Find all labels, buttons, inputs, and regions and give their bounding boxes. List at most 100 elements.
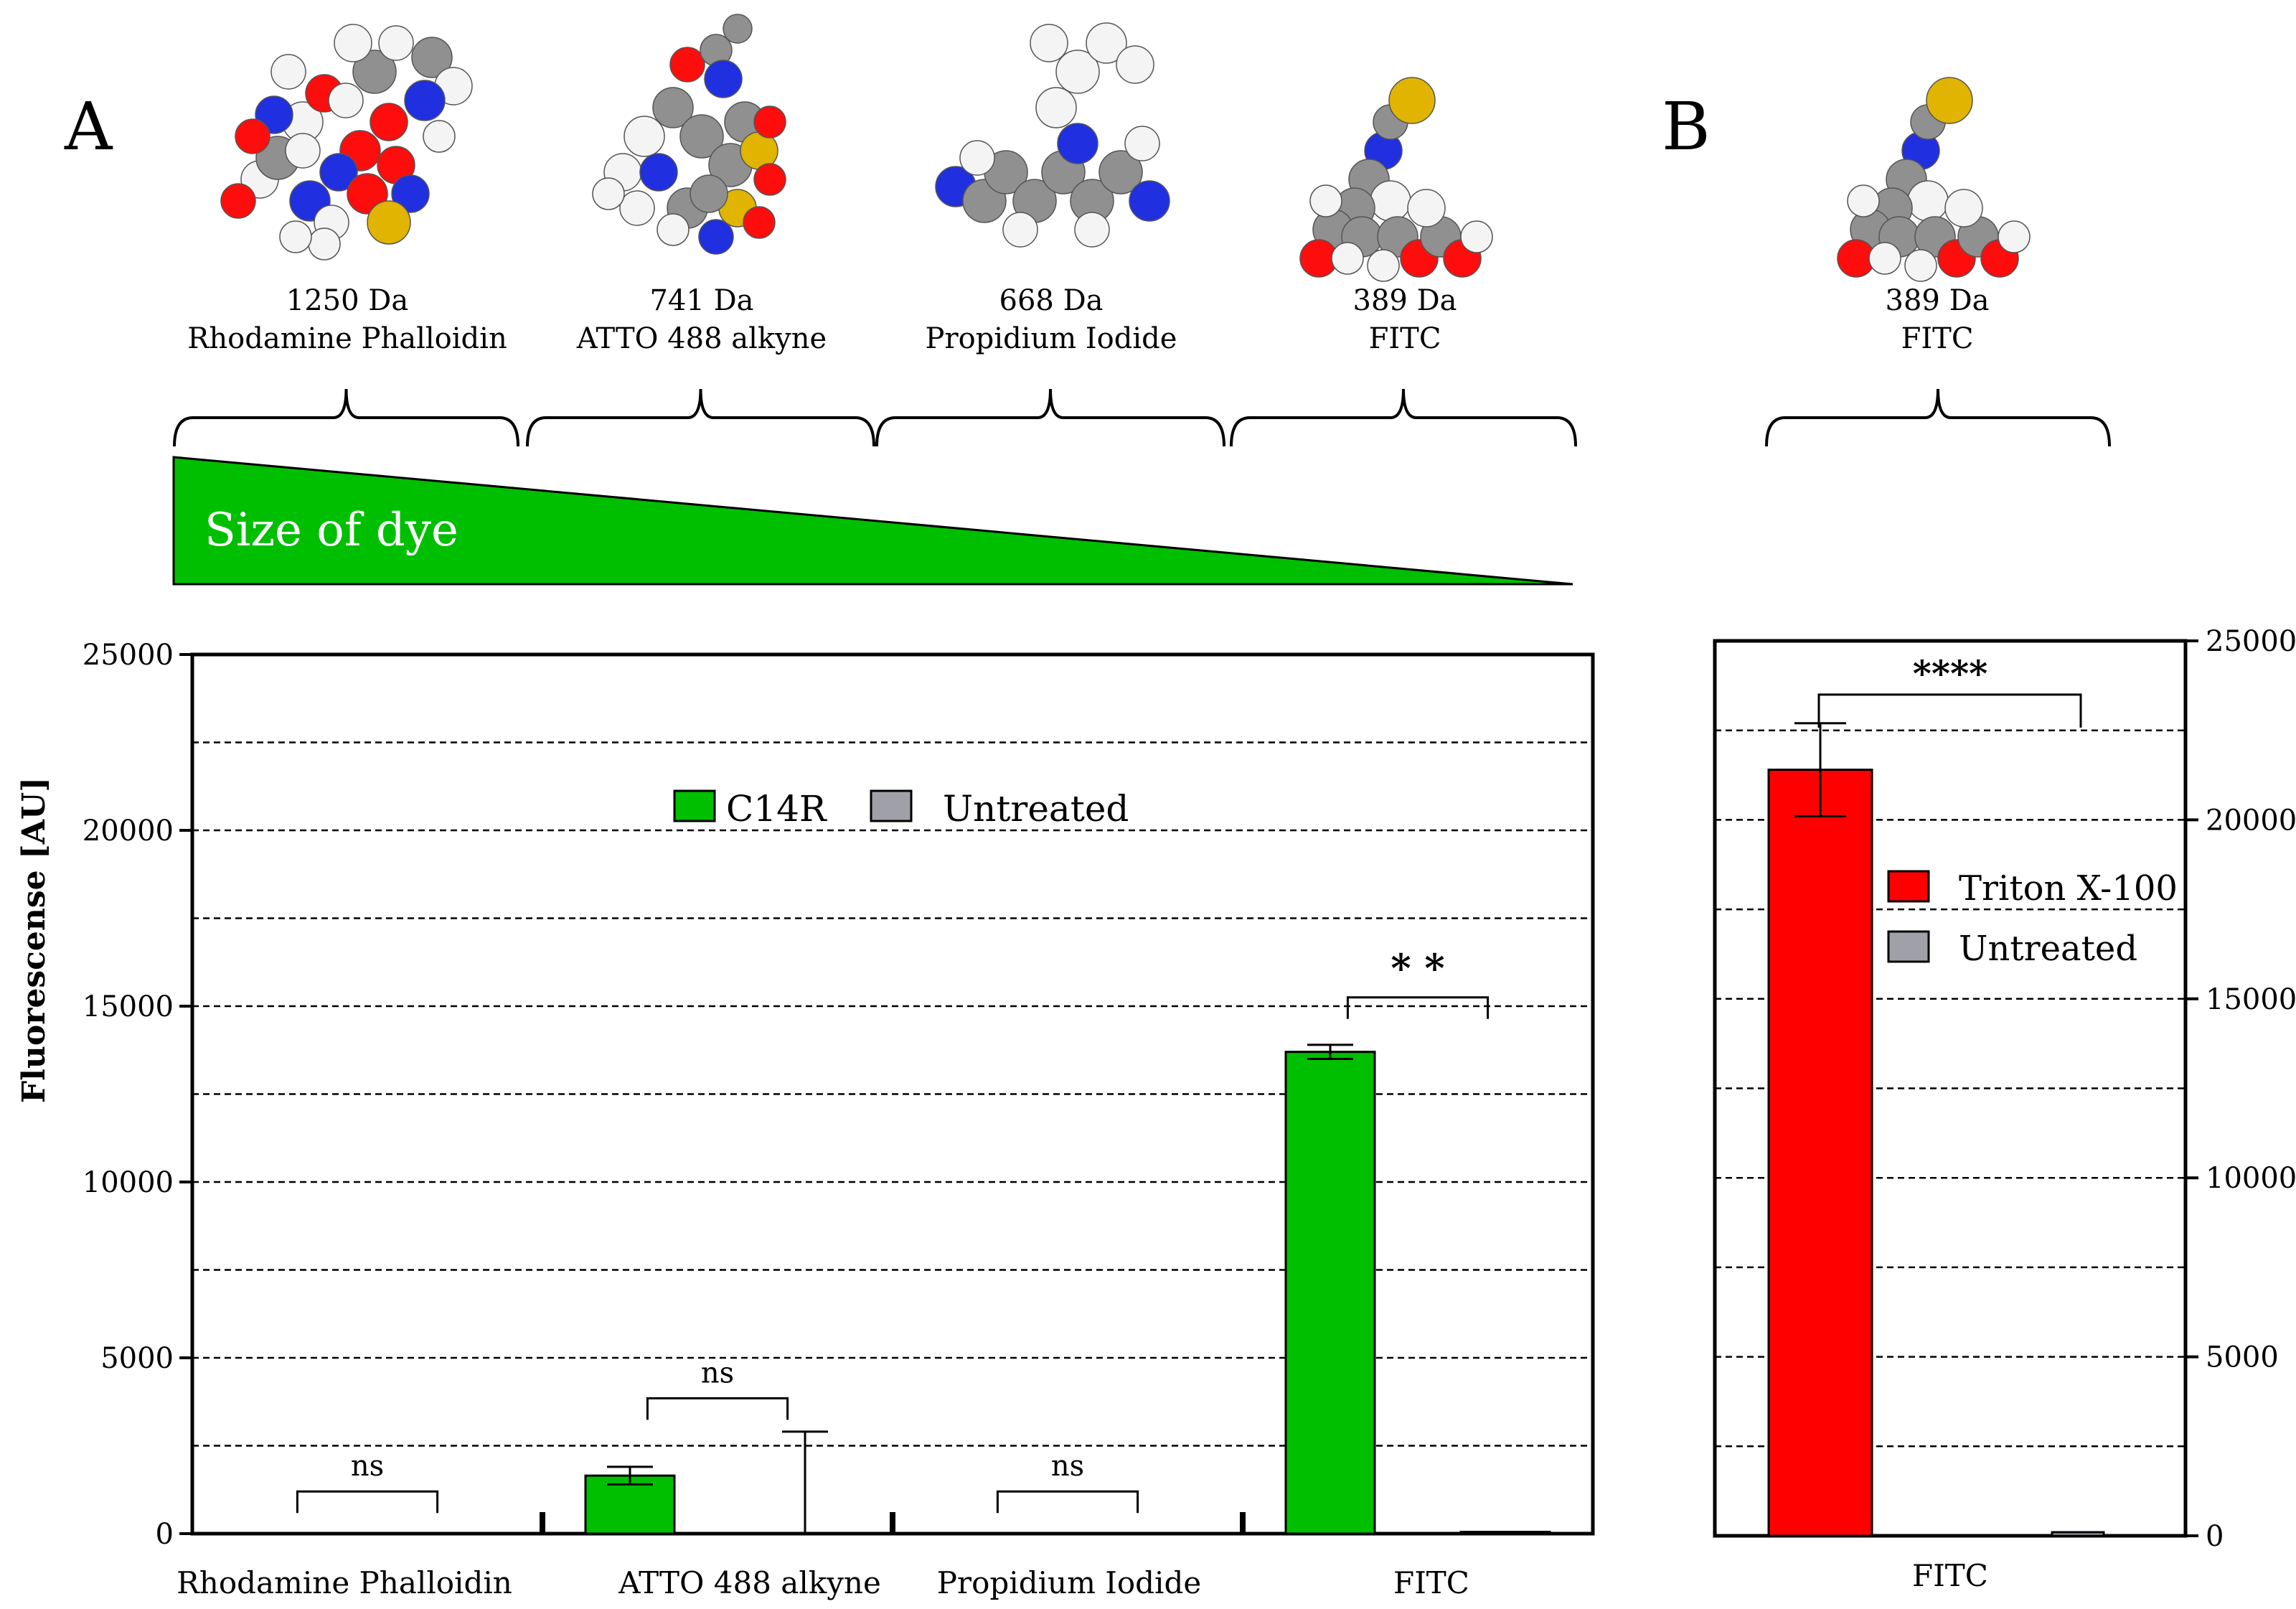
dye-mass-2: 668 Da <box>999 284 1104 317</box>
atom <box>1847 184 1880 217</box>
y-tick-label: 0 <box>156 1518 174 1551</box>
atom <box>704 60 743 98</box>
atom <box>1098 150 1143 194</box>
atom <box>959 140 995 176</box>
y-tick-label: 5000 <box>100 1342 174 1375</box>
atom <box>1907 180 1949 222</box>
significance-bracket <box>1817 693 2082 728</box>
atom <box>285 133 321 169</box>
atom <box>391 174 430 213</box>
atom <box>1460 220 1493 253</box>
atom <box>1057 123 1098 164</box>
size-wedge <box>172 456 1573 586</box>
y-tick-label: 25000 <box>2206 625 2296 658</box>
atom <box>1129 180 1170 222</box>
dye-name-1: ATTO 488 alkyne <box>576 322 827 355</box>
fitc-molecule-icon <box>1299 77 1493 282</box>
atom <box>352 50 397 94</box>
brace-fitc <box>1230 388 1577 447</box>
atom <box>1074 212 1110 248</box>
plot-frame <box>1713 639 2188 1538</box>
rhodamine-phalloidin-molecule-icon <box>220 24 473 261</box>
chart-a: 0 5000 10000 15000 20000 25000 Rhodamine Phall… <box>83 639 1595 1600</box>
atom <box>1055 50 1100 94</box>
significance-bracket <box>296 1490 439 1514</box>
atto-488-alkyne-molecule-icon <box>592 14 786 255</box>
atom <box>1124 126 1160 161</box>
atom <box>639 153 678 192</box>
legend-label-untreated: Untreated <box>1959 929 2137 969</box>
brace-propidium <box>875 388 1225 447</box>
atom <box>220 183 256 219</box>
dye-mass-3: 389 Da <box>1353 284 1457 317</box>
x-tick-label: FITC <box>1912 1558 1988 1593</box>
atom <box>1367 249 1400 282</box>
atom <box>308 227 341 261</box>
atom <box>279 220 312 253</box>
significance-label: ns <box>351 1450 384 1483</box>
atom <box>235 118 270 154</box>
atom <box>1116 45 1154 84</box>
y-tick-label: 5000 <box>2206 1341 2279 1374</box>
y-tick-label: 25000 <box>83 639 174 672</box>
atom <box>1030 24 1068 62</box>
significance-label: * * <box>1391 945 1444 991</box>
atom <box>1388 77 1436 124</box>
atom <box>698 219 734 255</box>
legend-swatch-untreated <box>870 789 913 822</box>
atom <box>334 24 372 62</box>
atom <box>592 177 625 210</box>
significance-bracket <box>646 1397 789 1420</box>
bar-untreated <box>1459 1531 1551 1535</box>
atom <box>423 120 456 153</box>
atom <box>1926 77 1973 124</box>
significance-label: ns <box>701 1356 734 1389</box>
atom <box>1002 212 1038 248</box>
x-tick-label: ATTO 488 alkyne <box>618 1565 881 1600</box>
atom <box>270 54 306 90</box>
atom <box>669 47 705 83</box>
bar-c14r <box>1284 1051 1376 1535</box>
significance-bracket <box>1346 996 1490 1019</box>
atom <box>1904 249 1937 282</box>
atom <box>619 190 655 226</box>
bar-triton-x-100 <box>1767 769 1873 1537</box>
legend-swatch-c14r <box>673 789 716 822</box>
legend-swatch-triton <box>1887 870 1930 903</box>
atom <box>624 116 665 157</box>
y-tick-label: 20000 <box>2206 804 2296 837</box>
x-tick-label: FITC <box>1393 1565 1469 1600</box>
atom <box>1331 242 1364 275</box>
dye-mass-1: 741 Da <box>650 284 754 317</box>
atom <box>743 206 776 239</box>
atom <box>679 114 724 159</box>
dye-name-3: FITC <box>1369 322 1441 355</box>
atom <box>1944 189 1983 227</box>
atom <box>657 213 690 246</box>
atom <box>1309 184 1342 217</box>
size-of-dye-label: Size of dye <box>204 504 458 557</box>
fitc-molecule-icon-b <box>1837 77 2031 282</box>
y-tick-label: 10000 <box>2206 1162 2296 1195</box>
propidium-iodide-molecule-icon <box>935 22 1170 248</box>
brace-rhodamine <box>173 388 519 447</box>
chart-b: 0 5000 10000 15000 20000 25000 FITC **** Triton … <box>1713 625 2296 1593</box>
atom <box>1035 87 1077 128</box>
panel-label-a: A <box>64 88 113 165</box>
atom <box>1868 242 1901 275</box>
atom <box>753 163 786 196</box>
dye-name-0: Rhodamine Phalloidin <box>187 322 507 355</box>
atom <box>411 37 453 78</box>
dye-name-2: Propidium Iodide <box>926 322 1177 355</box>
legend-swatch-untreated <box>1887 930 1930 963</box>
atom <box>367 200 411 245</box>
atom <box>1998 220 2031 253</box>
dye-mass-b: 389 Da <box>1886 284 1990 317</box>
atom <box>404 80 446 121</box>
atom <box>652 87 694 128</box>
x-tick-label: Rhodamine Phalloidin <box>177 1565 512 1600</box>
significance-label: ns <box>1051 1450 1084 1483</box>
atom <box>1407 189 1446 227</box>
legend-label-untreated: Untreated <box>943 788 1129 830</box>
